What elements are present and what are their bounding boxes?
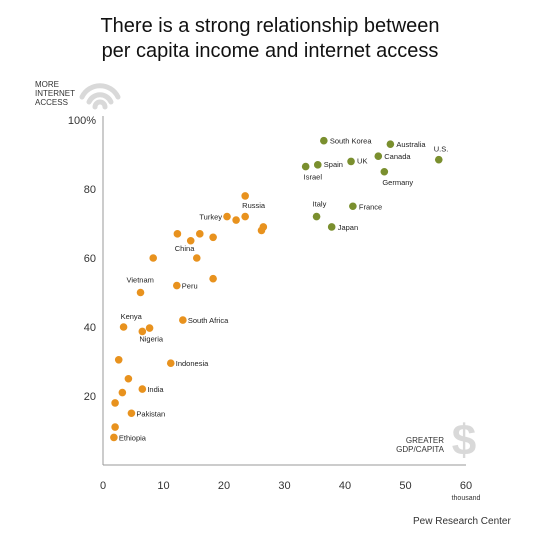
data-point-emerging (241, 212, 249, 221)
data-point-advanced (349, 202, 357, 211)
data-point-emerging (192, 254, 201, 262)
data-point-emerging (124, 374, 133, 383)
x-tick-label: 10 (157, 480, 169, 492)
x-tick-label: 40 (339, 480, 351, 492)
point-label: India (147, 385, 164, 394)
data-point-emerging (149, 254, 158, 262)
x-unit-label: thousand (452, 495, 481, 502)
point-label: Japan (338, 223, 358, 232)
data-point-emerging (209, 274, 217, 283)
data-point-emerging (118, 388, 127, 397)
tick-labels: 0 10 20 30 40 50 60 thousand 20 40 60 80 100% (68, 115, 481, 502)
y-axis-label-line: ACCESS (35, 98, 68, 107)
data-point-advanced (374, 152, 383, 161)
y-axis-label-line: MORE (35, 80, 59, 89)
x-tick-label: 50 (399, 480, 411, 492)
point-label: Spain (324, 160, 343, 169)
point-label: South Korea (330, 137, 373, 146)
x-tick-label: 60 (460, 480, 472, 492)
point-label: Ethiopia (119, 433, 147, 442)
point-label: Peru (182, 282, 198, 291)
data-point-advanced (380, 167, 389, 176)
point-label: Russia (242, 201, 266, 210)
chart-title-line-2: per capita income and internet access (101, 40, 439, 62)
chart-title: There is a strong relationship between p… (0, 14, 540, 64)
data-point-emerging (173, 281, 181, 290)
x-tick-label: 30 (278, 480, 290, 492)
point-label: Kenya (121, 312, 143, 321)
point-label: Italy (313, 200, 327, 209)
data-point-emerging (119, 323, 128, 331)
data-point-emerging (136, 288, 145, 297)
y-tick-label: 100% (68, 115, 96, 127)
data-point-emerging (196, 230, 204, 238)
data-point-emerging (138, 327, 147, 336)
y-axis-label-line: INTERNET (35, 89, 75, 98)
data-point-advanced (347, 157, 355, 166)
point-label: South Africa (188, 316, 229, 325)
wifi-icon (79, 83, 121, 110)
y-tick-label: 40 (84, 322, 96, 334)
data-point-emerging (173, 230, 182, 238)
y-tick-label: 20 (84, 391, 96, 403)
data-point-emerging (257, 226, 266, 235)
y-tick-label: 80 (84, 184, 96, 196)
data-point-emerging (111, 399, 119, 407)
data-point-emerging (179, 316, 187, 324)
data-point-advanced (386, 140, 395, 148)
point-label: Indonesia (176, 359, 209, 368)
point-label: France (359, 202, 382, 211)
data-point-advanced (312, 212, 321, 221)
data-point-emerging (111, 423, 119, 431)
point-label: UK (357, 156, 367, 165)
x-tick-label: 0 (100, 480, 106, 492)
y-tick-label: 60 (84, 253, 96, 265)
point-label: U.S. (434, 145, 449, 154)
data-point-emerging (114, 355, 123, 364)
data-point-emerging (186, 236, 195, 245)
point-label: Pakistan (136, 409, 165, 418)
data-point-advanced (327, 223, 336, 231)
point-labels: South Korea Australia U.S. Canada UK SpainIsr… (119, 137, 448, 443)
dollar-icon: $ (452, 416, 476, 465)
data-point-emerging (166, 359, 175, 368)
data-point-advanced (301, 162, 310, 171)
point-label: Australia (396, 140, 426, 149)
data-point-advanced (434, 155, 443, 164)
data-point-emerging (127, 409, 136, 418)
x-tick-label: 20 (218, 480, 230, 492)
axes (102, 116, 466, 466)
data-point-advanced (313, 161, 322, 169)
x-axis-label-line: GREATER (406, 436, 444, 445)
data-point-emerging (209, 233, 217, 242)
point-label: Turkey (199, 213, 222, 222)
point-label: Vietnam (127, 276, 154, 285)
chart-title-line-1: There is a strong relationship between (100, 15, 440, 37)
data-point-emerging (241, 192, 249, 200)
x-axis-label-line: GDP/CAPITA (396, 445, 445, 454)
data-point-emerging (110, 433, 118, 442)
point-label: Germany (382, 178, 413, 187)
data-point-emerging (138, 385, 147, 393)
source-credit: Pew Research Center (413, 516, 511, 527)
point-label: Israel (304, 173, 323, 182)
data-point-emerging (232, 216, 240, 224)
data-point-emerging (223, 212, 231, 221)
data-points (110, 136, 443, 442)
point-label: Canada (384, 152, 411, 161)
point-label: China (175, 244, 195, 253)
data-point-advanced (320, 136, 328, 145)
point-label: Nigeria (139, 334, 164, 343)
data-point-emerging (145, 324, 154, 332)
